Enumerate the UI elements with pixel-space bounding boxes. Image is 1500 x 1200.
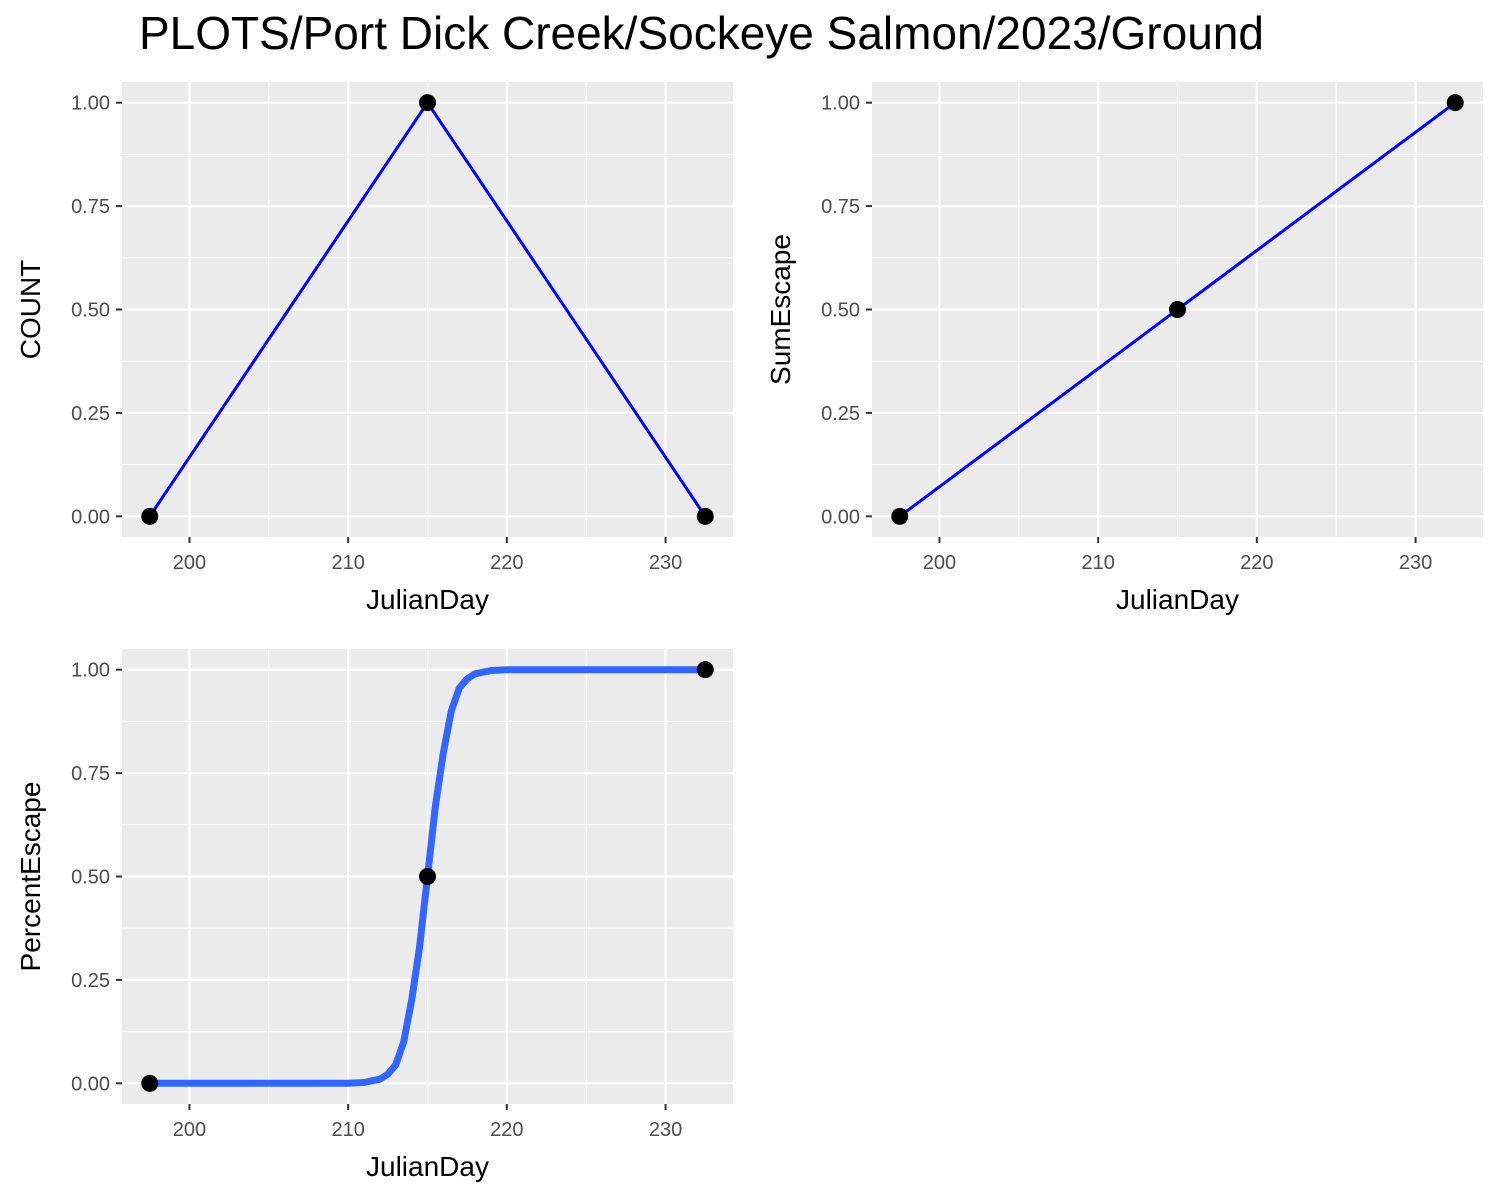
x-tick-label: 210 [331, 552, 364, 574]
y-tick-label: 0.50 [71, 300, 110, 322]
x-tick-label: 220 [490, 552, 523, 574]
data-point [141, 1074, 159, 1092]
x-tick-label: 210 [1081, 552, 1114, 574]
count-panel: 200 210 220 230 0.00 0.25 0.50 0.75 1.00 JulianDa… [15, 82, 733, 615]
data-point [891, 507, 909, 525]
sumescape-panel: 200 210 220 230 0.00 0.25 0.50 0.75 1.00 JulianDa… [765, 82, 1483, 615]
x-tick-label: 210 [331, 1119, 364, 1141]
x-tick-label: 220 [490, 1119, 523, 1141]
y-tick-label: 1.00 [71, 660, 110, 682]
data-point [1446, 94, 1464, 112]
x-tick-label: 220 [1240, 552, 1273, 574]
data-point [419, 868, 436, 885]
x-axis-title: JulianDay [366, 1151, 489, 1182]
y-tick-label: 0.75 [71, 196, 110, 218]
data-point [1169, 301, 1186, 318]
x-tick-label: 230 [649, 1119, 682, 1141]
y-tick-label: 0.75 [71, 763, 110, 785]
x-tick-label: 200 [173, 1119, 206, 1141]
x-tick-label: 230 [649, 552, 682, 574]
y-axis-title: COUNT [15, 260, 46, 360]
x-axis-title: JulianDay [1116, 584, 1239, 615]
x-tick-label: 200 [923, 552, 956, 574]
y-tick-label: 0.75 [821, 196, 860, 218]
y-tick-label: 0.25 [821, 403, 860, 425]
y-axis-title: SumEscape [765, 234, 796, 385]
y-tick-label: 0.25 [71, 403, 110, 425]
x-tick-label: 200 [173, 552, 206, 574]
y-tick-label: 0.00 [71, 506, 110, 528]
x-tick-label: 230 [1399, 552, 1432, 574]
data-point [696, 507, 714, 525]
y-tick-label: 0.50 [71, 867, 110, 889]
y-tick-label: 1.00 [71, 93, 110, 115]
y-tick-label: 1.00 [821, 93, 860, 115]
data-point [419, 94, 436, 112]
y-tick-label: 0.00 [821, 506, 860, 528]
y-tick-label: 0.00 [71, 1073, 110, 1095]
y-tick-label: 0.50 [821, 300, 860, 322]
data-point [141, 507, 159, 525]
y-tick-label: 0.25 [71, 970, 110, 992]
percentescape-panel: 200 210 220 230 0.00 0.25 0.50 0.75 1.00 JulianDa… [15, 649, 733, 1182]
x-axis-title: JulianDay [366, 584, 489, 615]
data-point [696, 661, 714, 679]
page-title: PLOTS/Port Dick Creek/Sockeye Salmon/202… [139, 7, 1264, 59]
y-axis-title: PercentEscape [15, 782, 46, 972]
